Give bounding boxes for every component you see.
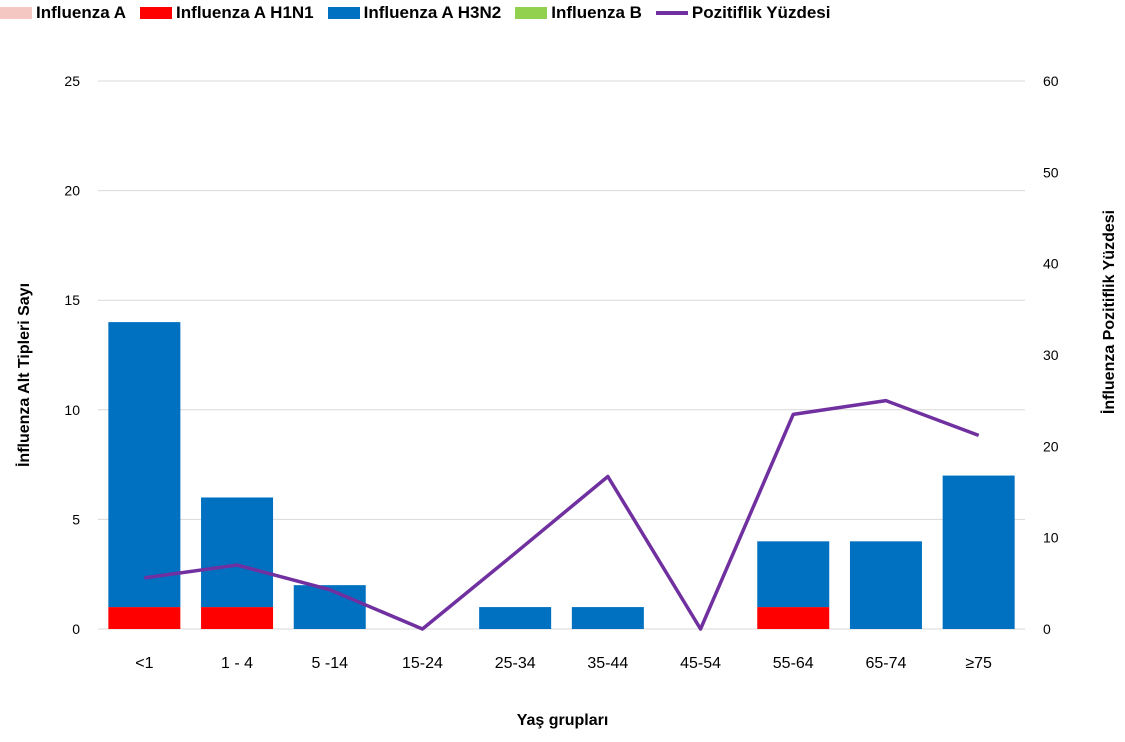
legend-item-influenza-b: Influenza B bbox=[515, 3, 642, 23]
legend-swatch-influenza-b bbox=[515, 7, 548, 19]
legend-item-h3n2: Influenza A H3N2 bbox=[327, 3, 502, 23]
bar-influenza-a-h3n2-9 bbox=[942, 475, 1015, 629]
x-tick-label: 55-64 bbox=[773, 655, 814, 672]
line-positivity bbox=[144, 398, 980, 631]
legend-item-h1n1: Influenza A H1N1 bbox=[140, 3, 314, 23]
y2-tick-label: 10 bbox=[1043, 530, 1059, 546]
bar-influenza-a-h3n2-8 bbox=[849, 541, 922, 629]
legend-label-h1n1: Influenza A H1N1 bbox=[176, 3, 314, 22]
x-tick-label: 1 - 4 bbox=[221, 655, 253, 672]
y-tick-label: 10 bbox=[64, 402, 80, 418]
x-tick-label: 45-54 bbox=[680, 655, 721, 672]
x-tick-label: 15-24 bbox=[402, 655, 443, 672]
y-tick-label: 0 bbox=[72, 621, 80, 637]
y-tick-label: 5 bbox=[72, 511, 80, 527]
bar-influenza-a-h3n2-1 bbox=[201, 497, 274, 608]
y2-tick-label: 20 bbox=[1043, 438, 1059, 454]
bar-influenza-a-h1n1-0 bbox=[108, 607, 181, 629]
x-tick-label: 5 -14 bbox=[312, 655, 349, 672]
legend-label-influenza-b: Influenza B bbox=[551, 3, 642, 22]
legend-swatch-influenza-a bbox=[0, 7, 32, 19]
bar-influenza-a-h3n2-5 bbox=[571, 607, 644, 629]
legend-swatch-positivity bbox=[655, 11, 688, 15]
x-tick-label: 65-74 bbox=[865, 655, 906, 672]
y-tick-label: 25 bbox=[64, 73, 80, 89]
x-tick-label: 35-44 bbox=[587, 655, 628, 672]
legend-label-positivity: Pozitiflik Yüzdesi bbox=[691, 3, 831, 22]
bar-influenza-a-h3n2-0 bbox=[108, 322, 181, 608]
y-tick-label: 20 bbox=[64, 183, 80, 199]
x-axis-title: Yaş grupları bbox=[516, 712, 609, 729]
y2-axis-title: İnfluenza Pozitiflik Yüzdesi bbox=[1101, 209, 1118, 415]
x-tick-label: <1 bbox=[135, 655, 153, 672]
legend: Influenza A Influenza A H1N1 Influenza A… bbox=[0, 3, 1125, 23]
y2-tick-label: 30 bbox=[1043, 347, 1059, 363]
x-tick-label: 25-34 bbox=[495, 655, 536, 672]
legend-item-influenza-a: Influenza A bbox=[0, 3, 126, 23]
legend-swatch-h1n1 bbox=[140, 7, 173, 19]
bar-influenza-a-h1n1-7 bbox=[757, 607, 830, 629]
bar-influenza-a-h3n2-2 bbox=[293, 585, 366, 629]
bar-influenza-a-h1n1-1 bbox=[201, 607, 274, 629]
legend-label-influenza-a: Influenza A bbox=[36, 3, 127, 22]
y-axis-title: İnfluenza Alt Tipleri Sayı bbox=[16, 282, 33, 468]
y-tick-label: 15 bbox=[64, 292, 80, 308]
y2-tick-label: 0 bbox=[1043, 621, 1051, 637]
legend-item-positivity: Pozitiflik Yüzdesi bbox=[655, 3, 831, 23]
x-tick-label: ≥75 bbox=[965, 655, 992, 672]
y2-tick-label: 50 bbox=[1043, 164, 1059, 180]
y2-tick-label: 60 bbox=[1043, 73, 1059, 89]
legend-swatch-h3n2 bbox=[327, 7, 360, 19]
bar-influenza-a-h3n2-7 bbox=[757, 541, 830, 608]
legend-label-h3n2: Influenza A H3N2 bbox=[363, 3, 502, 22]
y2-tick-label: 40 bbox=[1043, 256, 1059, 272]
bar-influenza-a-h3n2-4 bbox=[479, 607, 552, 629]
